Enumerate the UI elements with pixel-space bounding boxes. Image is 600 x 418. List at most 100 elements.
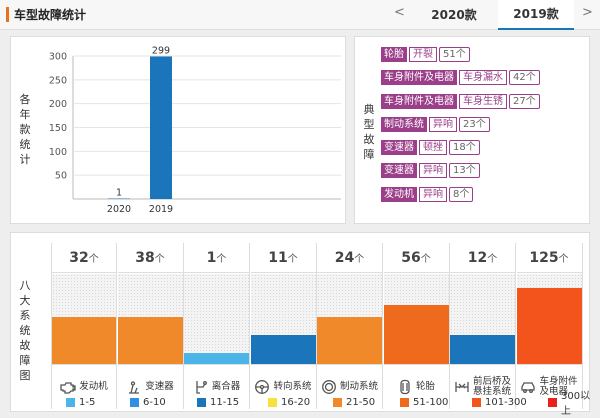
color-legend: 1-5 6-10 11-15 16-20 21-50 51-100 101-300 300以上 — [0, 391, 600, 417]
system-level-plot — [317, 274, 382, 364]
legend-item: 16-20 — [268, 392, 310, 412]
system-label-cell: 变速器 — [117, 364, 183, 409]
system-name: 发动机 — [79, 381, 108, 392]
fault-type-tag: 车身漏水 — [459, 70, 507, 86]
system-name-line: 车身附件 — [539, 376, 578, 387]
system-label-cell: 车身附件 及电器 — [516, 364, 582, 409]
system-name: 转向系统 — [273, 381, 312, 392]
system-column[interactable]: 11个转向系统 — [250, 243, 317, 409]
system-level-bar — [516, 288, 582, 364]
system-count-unit: 个 — [287, 254, 298, 265]
system-label-cell: 轮胎 — [383, 364, 449, 409]
fault-count-tag: 51个 — [439, 47, 470, 62]
fault-row[interactable]: 变速器 顿挫 18个 — [381, 140, 542, 156]
system-level-plot — [250, 274, 316, 364]
system-level-plot — [184, 274, 249, 364]
system-column[interactable]: 12个 前后桥及 悬挂系统 — [450, 243, 516, 409]
year-stats-ylabel: 各年款统计 — [19, 93, 31, 166]
fault-type-tag: 异响 — [419, 163, 447, 179]
fault-category-tag: 变速器 — [381, 140, 417, 156]
y-tick-label: 300 — [49, 52, 67, 63]
system-level-bar — [250, 335, 316, 364]
system-count: 1个 — [184, 243, 249, 273]
legend-item: 51-100 — [400, 392, 448, 412]
typical-fault-panel: 典型故障 轮胎 开裂 51个 车身附件及电器 车身漏水 42个 车身附件及电器 车身生锈 27个… — [354, 36, 590, 224]
system-count: 24个 — [317, 243, 382, 273]
legend-item: 11-15 — [197, 392, 239, 412]
legend-label: 101-300 — [485, 396, 527, 408]
system-name: 离合器 — [211, 381, 241, 392]
fault-count-tag: 8个 — [449, 186, 474, 202]
legend-item: 1-5 — [66, 392, 95, 412]
year-bar-chart: 50 100 150 200 250 300 1 2020 299 2019 — [49, 45, 341, 215]
system-label-cell: 制动系统 — [317, 364, 382, 409]
system-level-bar — [450, 335, 515, 364]
tire-icon — [400, 379, 410, 395]
system-count-number: 32 — [69, 250, 89, 266]
system-fault-grid: 32个 发动机 38个 变速器 1个 离合器 11个 转向系统 24个 制动系统 56个 轮胎 12个前… — [51, 243, 583, 409]
system-column[interactable]: 38个 变速器 — [117, 243, 184, 409]
legend-item: 101-300 — [472, 392, 527, 412]
fault-row[interactable]: 变速器 异响 13个 — [381, 163, 542, 179]
system-level-bar — [317, 317, 382, 364]
legend-swatch — [400, 397, 409, 407]
system-level-plot — [516, 274, 582, 364]
system-count-number: 38 — [135, 250, 155, 266]
fault-category-tag: 制动系统 — [381, 116, 427, 132]
system-column[interactable]: 125个车身附件 及电器 — [516, 243, 583, 409]
system-column[interactable]: 32个 发动机 — [51, 243, 117, 409]
system-fault-ylabel: 八大系统故障图 — [19, 279, 31, 382]
fault-row[interactable]: 制动系统 异响 23个 — [381, 116, 542, 132]
title-accent-bar — [6, 7, 9, 22]
fault-count-tag: 27个 — [509, 93, 540, 109]
system-name: 变速器 — [145, 381, 174, 392]
y-tick-label: 50 — [55, 171, 67, 182]
fault-category-tag: 轮胎 — [381, 47, 407, 62]
legend-item: 300以上 — [548, 391, 600, 417]
y-tick-label: 150 — [49, 123, 67, 134]
fault-row[interactable]: 车身附件及电器 车身生锈 27个 — [381, 93, 542, 109]
legend-swatch — [268, 397, 277, 407]
fault-type-tag: 异响 — [429, 116, 457, 132]
system-level-bar — [52, 317, 116, 364]
fault-count-tag: 18个 — [449, 140, 480, 156]
system-level-bar — [383, 304, 449, 364]
engine-icon — [60, 382, 76, 394]
header-bar: 车型故障统计 < 2020款 2019款 > — [0, 0, 600, 30]
legend-label: 300以上 — [560, 391, 591, 417]
fault-category-tag: 变速器 — [381, 163, 417, 179]
system-count-number: 24 — [334, 250, 355, 266]
system-column[interactable]: 24个制动系统 — [317, 243, 383, 409]
prev-arrow-icon[interactable]: < — [394, 5, 405, 20]
legend-label: 21-50 — [346, 396, 376, 408]
legend-swatch — [472, 397, 481, 407]
x-tick-label: 2019 — [149, 204, 173, 215]
tab-2020[interactable]: 2020款 — [431, 8, 477, 22]
legend-label: 1-5 — [79, 396, 96, 408]
legend-swatch — [333, 397, 342, 407]
year-stats-panel: 各年款统计 50 100 150 200 250 300 1 2020 299 2019 — [10, 36, 346, 224]
legend-label: 6-10 — [143, 396, 166, 408]
fault-row[interactable]: 发动机 异响 8个 — [381, 186, 542, 202]
system-count: 125个 — [516, 243, 582, 273]
legend-swatch — [66, 397, 75, 407]
system-label-cell: 发动机 — [52, 364, 116, 409]
tab-2019[interactable]: 2019款 — [498, 0, 574, 30]
system-name-line: 前后桥及 — [472, 376, 511, 387]
bar-2020 — [108, 198, 130, 200]
system-count-number: 12 — [467, 250, 488, 266]
system-name: 前后桥及 悬挂系统 — [473, 377, 511, 397]
system-column[interactable]: 56个 轮胎 — [383, 243, 450, 409]
system-column[interactable]: 1个离合器 — [184, 243, 250, 409]
fault-row[interactable]: 轮胎 开裂 51个 — [381, 47, 542, 62]
system-count-number: 125 — [529, 250, 559, 266]
fault-count-tag: 13个 — [449, 163, 480, 179]
fault-type-tag: 顿挫 — [419, 140, 447, 156]
fault-category-tag: 发动机 — [381, 186, 417, 202]
system-count: 11个 — [250, 243, 316, 273]
fault-type-tag: 开裂 — [409, 47, 437, 62]
fault-count-tag: 23个 — [459, 116, 490, 132]
legend-label: 11-15 — [210, 396, 240, 408]
next-arrow-icon[interactable]: > — [582, 5, 593, 20]
fault-row[interactable]: 车身附件及电器 车身漏水 42个 — [381, 70, 542, 86]
